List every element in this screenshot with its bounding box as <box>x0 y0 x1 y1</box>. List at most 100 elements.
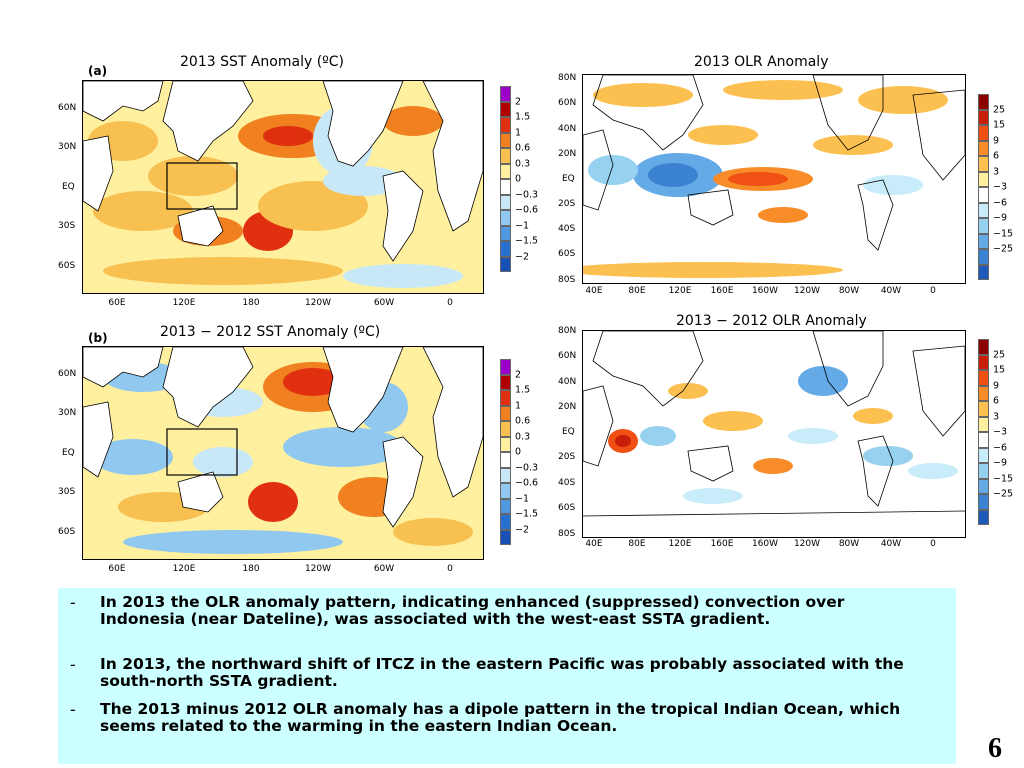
legend-label: 2 <box>515 96 522 107</box>
y-tick-label: 80N <box>558 326 577 336</box>
legend-swatch <box>978 109 989 125</box>
legend-label: −1 <box>515 493 530 504</box>
x-tick-label: 60E <box>108 298 126 308</box>
legend-swatch <box>978 463 989 479</box>
y-tick-label: 30N <box>58 408 77 418</box>
olr-diff-title: 2013 − 2012 OLR Anomaly <box>676 313 867 329</box>
legend-swatch <box>978 264 989 280</box>
x-tick-label: 120W <box>793 286 821 296</box>
legend-label: −0.3 <box>515 189 539 200</box>
legend-swatch <box>978 447 989 463</box>
legend-label: 2 <box>515 369 522 380</box>
x-tick-label: 180 <box>242 298 260 308</box>
y-tick-label: 60N <box>558 98 577 108</box>
legend-swatch <box>500 86 511 102</box>
x-tick-label: 60E <box>108 564 126 574</box>
sst-2013-title: 2013 SST Anomaly (ºC) <box>180 54 345 70</box>
legend-label: 1 <box>515 127 522 138</box>
x-tick-label: 80W <box>838 286 860 296</box>
bullet-marker: - <box>70 655 76 674</box>
legend-label: 6 <box>993 150 1000 162</box>
y-tick-label: 30S <box>58 487 76 497</box>
legend-swatch <box>978 401 989 417</box>
legend-label: 15 <box>993 119 1006 131</box>
bullet-marker: - <box>70 593 76 612</box>
x-tick-label: 120W <box>793 539 821 549</box>
legend-label: −1 <box>515 220 530 231</box>
y-tick-label: 40S <box>558 224 576 234</box>
legend-label: 0.6 <box>515 415 531 427</box>
legend-swatch <box>500 210 511 226</box>
legend-swatch <box>500 179 511 195</box>
legend-swatch <box>500 374 511 390</box>
legend-swatch <box>978 249 989 265</box>
x-tick-label: 160W <box>751 539 779 549</box>
panel-tag-a: (a) <box>88 64 108 78</box>
legend-label: −1.5 <box>515 508 539 520</box>
legend-swatch <box>978 125 989 141</box>
legend-label: 25 <box>993 104 1006 115</box>
sst-diff-title: 2013 − 2012 SST Anomaly (ºC) <box>160 324 381 340</box>
y-tick-label: 60S <box>58 261 76 271</box>
legend-swatch <box>978 171 989 187</box>
y-tick-label: 40S <box>558 478 576 488</box>
y-tick-label: 80N <box>558 73 577 83</box>
legend-swatch <box>500 514 511 530</box>
legend-label: −6 <box>993 197 1008 208</box>
legend-swatch <box>500 421 511 437</box>
legend-swatch <box>978 385 989 401</box>
x-tick-label: 40W <box>880 539 902 549</box>
legend-swatch <box>500 390 511 406</box>
legend-swatch <box>978 187 989 203</box>
legend-swatch <box>978 432 989 448</box>
legend-label: 0 <box>515 446 522 458</box>
legend-swatch <box>500 148 511 164</box>
y-tick-label: 40N <box>558 377 577 387</box>
legend-swatch <box>978 478 989 494</box>
legend-swatch <box>978 370 989 386</box>
y-tick-label: EQ <box>62 182 75 192</box>
legend-label: 1 <box>515 400 522 411</box>
legend-label: −3 <box>993 426 1008 438</box>
legend-swatch <box>978 509 989 525</box>
x-tick-label: 80E <box>628 286 646 296</box>
legend-swatch <box>500 225 511 241</box>
legend-swatch <box>978 354 989 370</box>
legend-swatch <box>500 359 511 375</box>
legend-swatch <box>500 241 511 257</box>
olr-diff-map <box>582 330 966 538</box>
legend-swatch <box>978 218 989 234</box>
y-tick-label: 20S <box>558 452 576 462</box>
x-tick-label: 160E <box>710 286 734 296</box>
legend-label: 1.5 <box>515 384 531 396</box>
legend-swatch <box>978 339 989 355</box>
y-tick-label: EQ <box>562 427 575 437</box>
x-tick-label: 0 <box>930 286 936 296</box>
legend-label: 15 <box>993 364 1006 376</box>
legend-swatch <box>978 156 989 172</box>
legend-label: −2 <box>515 524 530 535</box>
y-tick-label: 80S <box>558 275 576 285</box>
legend-label: 0 <box>515 173 522 185</box>
x-tick-label: 120E <box>668 539 692 549</box>
legend-label: 9 <box>993 135 1000 146</box>
legend-swatch <box>500 163 511 179</box>
legend-label: 1.5 <box>515 111 531 123</box>
y-tick-label: 60N <box>558 351 577 361</box>
y-tick-label: EQ <box>562 174 575 184</box>
legend-label: 3 <box>993 166 1000 177</box>
legend-label: 0.6 <box>515 142 531 154</box>
x-tick-label: 160E <box>710 539 734 549</box>
legend-label: −0.6 <box>515 477 539 489</box>
legend-swatch <box>500 483 511 499</box>
x-tick-label: 80E <box>628 539 646 549</box>
legend-swatch <box>978 140 989 156</box>
olr-2013-map <box>582 74 966 284</box>
x-tick-label: 180 <box>242 564 260 574</box>
x-tick-label: 120E <box>172 564 196 574</box>
legend-swatch <box>978 494 989 510</box>
y-tick-label: 60S <box>558 249 576 259</box>
x-tick-label: 120W <box>304 298 332 308</box>
legend-label: −15 <box>993 473 1014 484</box>
bullet-marker: - <box>70 700 76 719</box>
